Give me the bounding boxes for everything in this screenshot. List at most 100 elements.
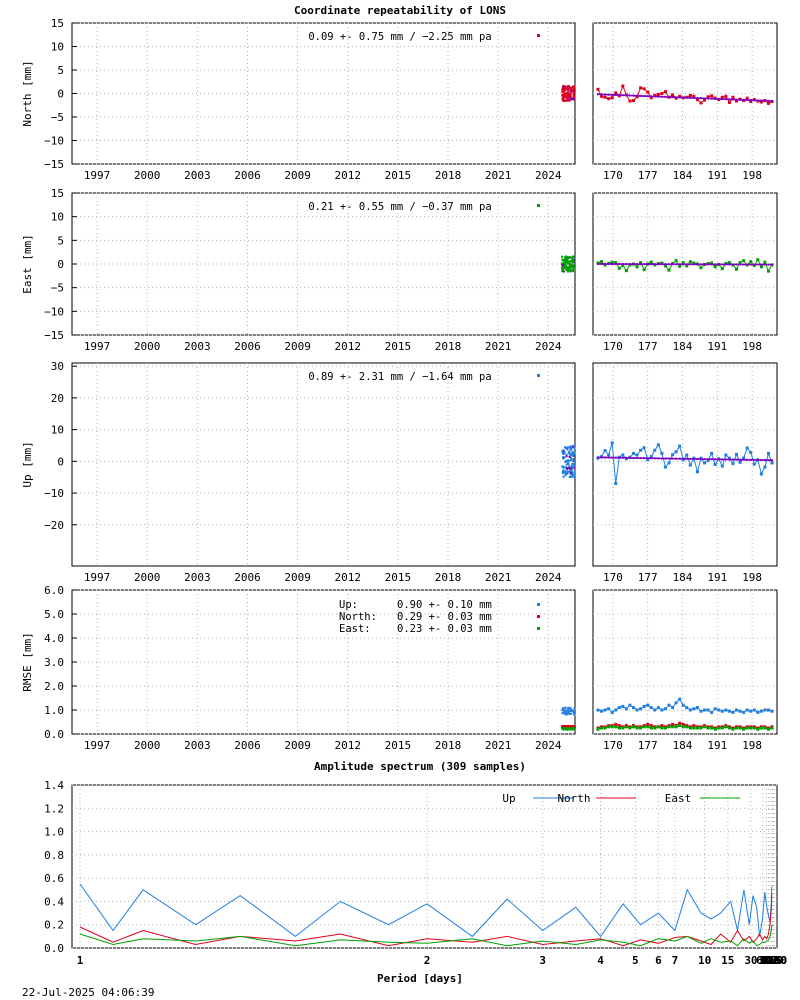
up-main-point (571, 475, 574, 478)
up-main-point (569, 476, 572, 479)
up-zoom-point (759, 472, 763, 476)
north-zoom-point (621, 84, 625, 88)
north-main-point (572, 98, 575, 101)
north-xtick-label: 2018 (435, 169, 462, 182)
up-main-point (562, 475, 565, 478)
north-main-point (573, 97, 576, 100)
up-main-point (572, 453, 575, 456)
north-main-point (562, 86, 565, 89)
up-main-point (568, 455, 571, 458)
east-model-point (614, 263, 617, 266)
rmse-zoom-point-east (685, 725, 689, 729)
rmse-zoom-point-up (738, 709, 742, 713)
north-zoom-point (600, 94, 604, 98)
east-main-point (570, 260, 573, 263)
north-model-point (614, 93, 617, 96)
up-main-point (562, 455, 565, 458)
up-zoom-point (720, 464, 724, 468)
rmse-zoom-point-up (642, 704, 646, 708)
rmse-ytick-label: 1.0 (44, 704, 64, 717)
rmse-zoom-point-east (745, 726, 749, 730)
east-model-point (735, 263, 738, 266)
up-zoom-point (614, 482, 618, 486)
rmse-legend-mark (537, 615, 540, 618)
north-model-point (763, 99, 766, 102)
rmse-zoom-point-east (621, 726, 625, 730)
east-zoom-point (621, 263, 625, 267)
up-model-point (771, 459, 774, 462)
up-zoom-point (763, 465, 767, 469)
up-model-point (767, 459, 770, 462)
up-main-point (565, 466, 568, 469)
east-main-point (564, 259, 567, 262)
north-zoom-point (710, 94, 714, 98)
rmse-zoom-point-up (695, 706, 699, 710)
north-zoom-point (759, 100, 763, 104)
north-zoom-point (692, 94, 696, 98)
spectrum-xtick-label: 15 (721, 954, 734, 967)
east-model-point (611, 262, 614, 265)
up-model-point (689, 457, 692, 460)
east-model-point (668, 263, 671, 266)
north-main-point (563, 90, 566, 93)
up-main-point (569, 468, 572, 471)
up-ytick-label: 0 (57, 455, 64, 468)
north-main-point (567, 96, 570, 99)
rmse-legend-label: Up: (339, 599, 358, 611)
up-main-point (566, 470, 569, 473)
rmse-zoom-point-east (649, 726, 653, 730)
east-model-point (753, 263, 756, 266)
rmse-zoom-point-north (660, 724, 664, 728)
up-main-point (569, 471, 572, 474)
rmse-zoom-point-up (727, 709, 731, 713)
up-model-point (739, 458, 742, 461)
north-main-point (567, 87, 570, 90)
rmse-zoom-point-up (607, 707, 611, 711)
rmse-main-point (562, 727, 565, 730)
up-main-point (568, 452, 571, 455)
north-model-point (625, 94, 628, 97)
up-zoom-point (653, 448, 657, 452)
north-zoom-xtick-label: 184 (673, 169, 693, 182)
north-model-point (636, 94, 639, 97)
east-model-point (646, 263, 649, 266)
north-model-point (611, 93, 614, 96)
north-ytick-label: 15 (51, 17, 64, 30)
north-zoom-xtick-label: 177 (638, 169, 658, 182)
north-zoom-point (607, 97, 611, 101)
east-model-point (767, 263, 770, 266)
spectrum-xtick-label: 8760 (761, 954, 788, 967)
rmse-main-point (570, 710, 573, 713)
north-model-point (692, 96, 695, 99)
east-model-point (703, 263, 706, 266)
rmse-main-point (566, 728, 569, 731)
east-main-point (573, 267, 576, 270)
up-zoom-point (766, 451, 770, 455)
rmse-zoom-point-east (735, 726, 739, 730)
rmse-zoom-point-up (692, 707, 696, 711)
east-model-point (742, 263, 745, 266)
east-zoom-point (742, 259, 746, 263)
rmse-zoom-point-up (752, 708, 756, 712)
rmse-zoom-point-up (667, 703, 671, 707)
up-zoom-point (742, 456, 746, 460)
up-zoom-point (663, 465, 667, 469)
spectrum-xtick-label: 3 (539, 954, 546, 967)
east-zoom-point (649, 260, 653, 264)
rmse-main-point (564, 728, 567, 731)
east-ytick-label: −15 (44, 329, 64, 342)
up-main-point (564, 446, 567, 449)
north-main-point (573, 87, 576, 90)
spectrum-xtick-label: 2190 (761, 954, 788, 967)
rmse-zoom-point-up (749, 709, 753, 713)
north-xtick-label: 2012 (334, 169, 361, 182)
up-model-point (614, 456, 617, 459)
east-xtick-label: 2000 (134, 340, 161, 353)
north-zoom-xtick-label: 191 (707, 169, 727, 182)
east-ytick-label: 5 (57, 234, 64, 247)
rmse-main-point (561, 709, 564, 712)
east-model-line (597, 263, 773, 266)
rmse-zoom-point-north (678, 721, 682, 725)
rmse-zoom-point-up (699, 709, 703, 713)
up-zoom-xtick-label: 177 (638, 571, 658, 584)
